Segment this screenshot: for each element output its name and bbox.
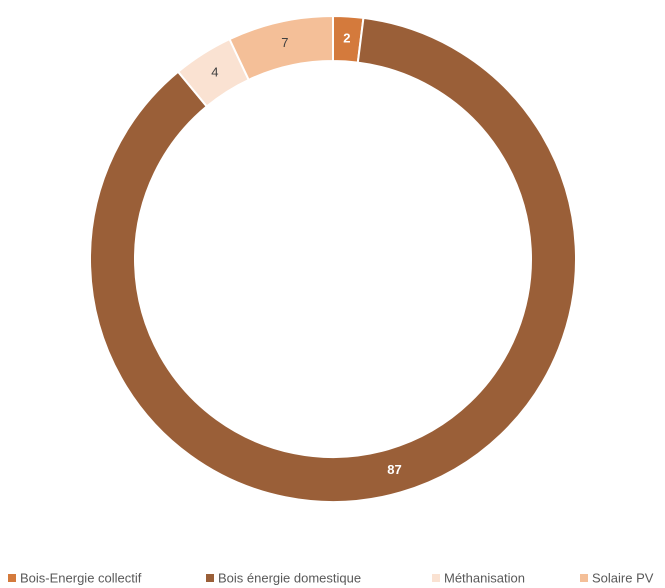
- data-label: 4: [211, 64, 218, 79]
- data-label: 2: [343, 30, 350, 45]
- legend-swatch: [8, 574, 16, 582]
- legend-label: Bois-Energie collectif: [20, 570, 142, 585]
- legend-label: Solaire PV: [592, 570, 654, 585]
- donut-slice: [228, 14, 334, 82]
- legend-swatch: [206, 574, 214, 582]
- legend-label: Bois énergie domestique: [218, 570, 361, 585]
- legend-swatch: [580, 574, 588, 582]
- donut-slice: [89, 16, 577, 503]
- data-label: 87: [387, 462, 401, 477]
- legend-label: Méthanisation: [444, 570, 525, 585]
- legend-swatch: [432, 574, 440, 582]
- data-label: 7: [281, 35, 288, 50]
